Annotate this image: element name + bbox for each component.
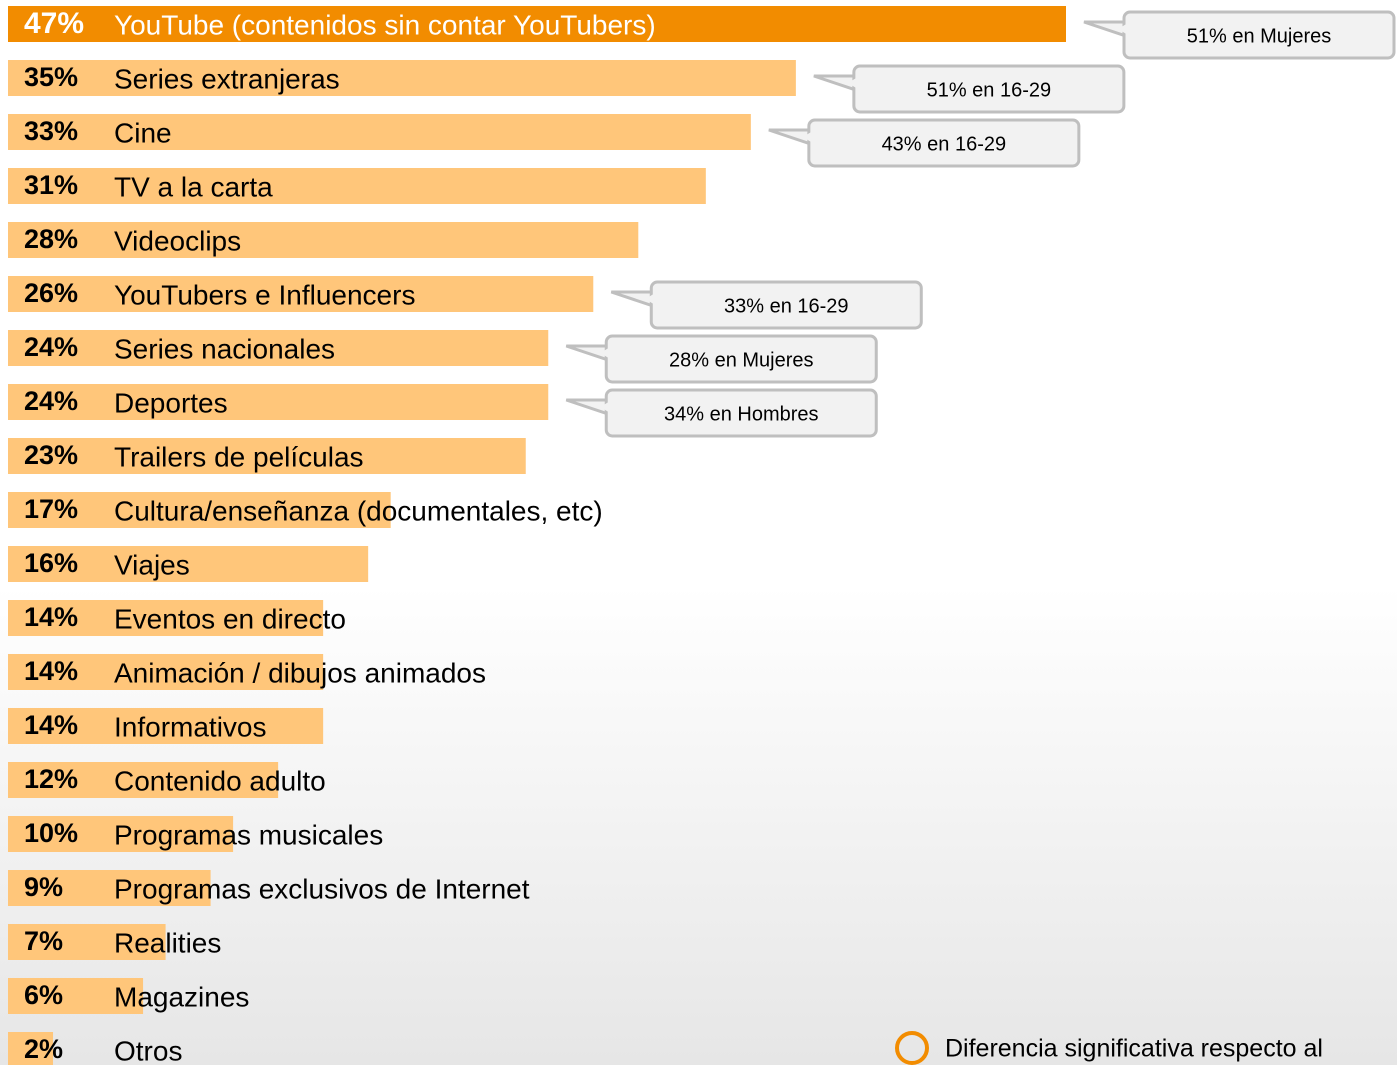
value-label: 24%: [24, 332, 78, 362]
bar: [8, 816, 234, 852]
legend-text: Diferencia significativa respecto al: [945, 1035, 1323, 1063]
value-label: 17%: [24, 494, 78, 524]
callout-box: [1122, 10, 1396, 60]
category-label: Animación / dibujos animados: [114, 657, 486, 688]
category-label: Videoclips: [114, 225, 241, 256]
category-label: Programas musicales: [114, 819, 383, 850]
value-label: 14%: [24, 710, 78, 740]
bar: [8, 114, 751, 150]
value-label: 35%: [24, 62, 78, 92]
bar: [8, 168, 706, 204]
bar: [8, 60, 796, 96]
callout-pointer-cover: [645, 293, 656, 305]
category-label: YouTube (contenidos sin contar YouTubers…: [114, 9, 656, 40]
callout-text: 28% en Mujeres: [669, 349, 814, 371]
callout-pointer-cover: [600, 401, 611, 413]
callout-box: [604, 388, 878, 438]
callout-text: 34% en Hombres: [664, 403, 819, 425]
value-label: 24%: [24, 386, 78, 416]
bar: [8, 492, 391, 528]
category-label: Programas exclusivos de Internet: [114, 873, 530, 904]
value-label: 33%: [24, 116, 78, 146]
value-label: 26%: [24, 278, 78, 308]
callout-pointer-cover: [1118, 23, 1128, 35]
category-label: Magazines: [114, 981, 249, 1012]
category-label: Informativos: [114, 711, 267, 742]
bar: [8, 6, 1066, 42]
category-label: Realities: [114, 927, 221, 958]
callout-text: 43% en 16-29: [882, 133, 1007, 155]
value-label: 31%: [24, 170, 78, 200]
value-label: 14%: [24, 656, 78, 686]
callout-pointer-cover: [600, 347, 611, 359]
category-label: Series nacionales: [114, 333, 335, 364]
callout-box: [649, 280, 923, 330]
category-label: Cine: [114, 117, 172, 148]
callout-pointer-cover: [802, 131, 813, 143]
bar: [8, 1032, 54, 1065]
bar: [8, 870, 211, 906]
bar: [8, 978, 144, 1014]
value-label: 16%: [24, 548, 78, 578]
category-label: Trailers de películas: [114, 441, 364, 472]
category-label: Eventos en directo: [114, 603, 346, 634]
value-label: 6%: [24, 980, 63, 1010]
callout-box: [807, 118, 1081, 168]
category-label: YouTubers e Influencers: [114, 279, 415, 310]
callout-box: [604, 334, 878, 384]
value-label: 12%: [24, 764, 78, 794]
bar: [8, 600, 324, 636]
category-label: Otros: [114, 1035, 182, 1065]
bar: [8, 384, 549, 420]
value-label: 10%: [24, 818, 78, 848]
legend-symbol: [895, 1031, 929, 1065]
value-label: 2%: [24, 1034, 63, 1064]
value-label: 9%: [24, 872, 63, 902]
value-label: 28%: [24, 224, 78, 254]
callout-box: [852, 64, 1126, 114]
value-label: 14%: [24, 602, 78, 632]
category-label: Contenido adulto: [114, 765, 326, 796]
callout-text: 51% en 16-29: [927, 79, 1052, 101]
bar: [8, 546, 369, 582]
category-label: Cultura/enseñanza (documentales, etc): [114, 495, 603, 526]
bar: [8, 438, 526, 474]
category-label: TV a la carta: [114, 171, 273, 202]
callout-text: 51% en Mujeres: [1187, 25, 1332, 47]
value-label: 23%: [24, 440, 78, 470]
bar: [8, 924, 166, 960]
value-label: 7%: [24, 926, 63, 956]
bar: [8, 708, 324, 744]
bar: [8, 276, 594, 312]
callout-text: 33% en 16-29: [724, 295, 849, 317]
category-label: Series extranjeras: [114, 63, 340, 94]
bar: [8, 762, 279, 798]
bar: [8, 330, 549, 366]
bar: [8, 654, 324, 690]
category-label: Deportes: [114, 387, 228, 418]
bar: [8, 222, 639, 258]
category-label: Viajes: [114, 549, 190, 580]
callout-pointer-cover: [847, 77, 858, 89]
value-label: 47%: [24, 7, 84, 40]
